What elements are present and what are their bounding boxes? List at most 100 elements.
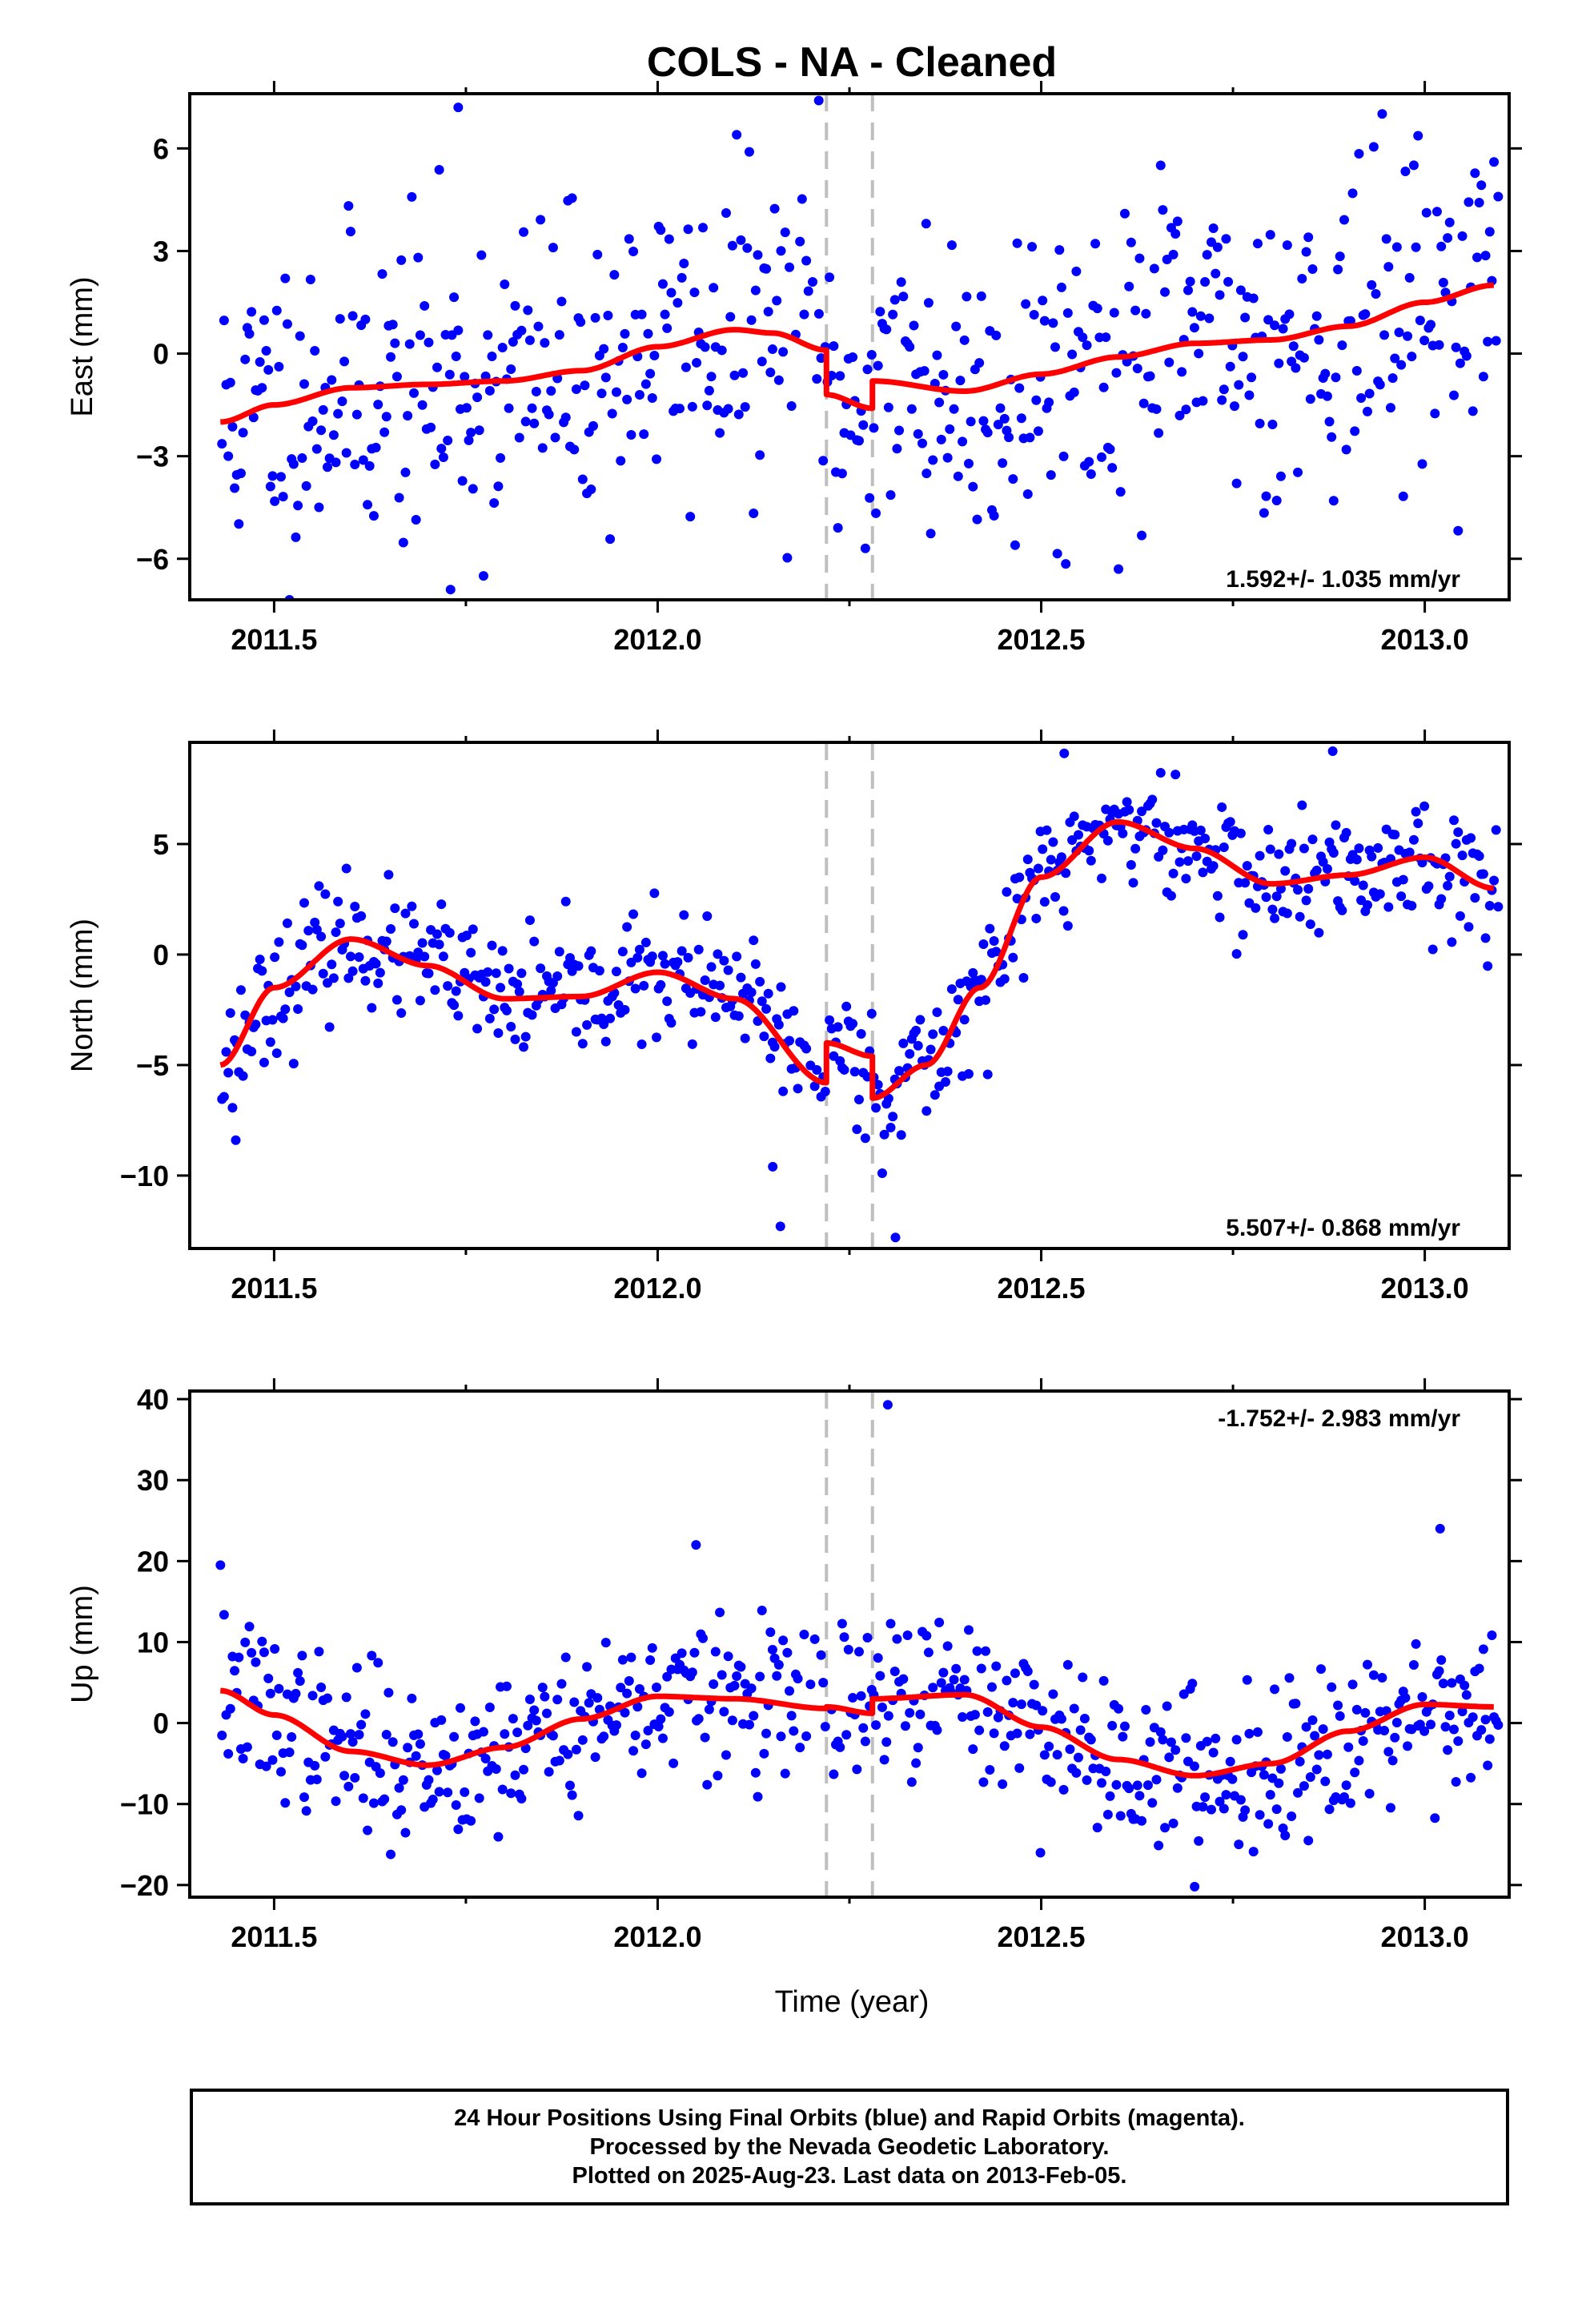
- data-point: [238, 428, 248, 438]
- data-point: [240, 1010, 251, 1020]
- data-point: [1221, 1790, 1231, 1800]
- data-point: [1367, 851, 1377, 862]
- data-point: [1177, 367, 1187, 377]
- data-point: [1194, 1835, 1204, 1846]
- data-point: [501, 1005, 512, 1015]
- data-point: [567, 1790, 577, 1800]
- footer-note-box: 24 Hour Positions Using Final Orbits (bl…: [190, 2089, 1509, 2205]
- data-point: [991, 947, 1002, 957]
- data-point: [1265, 844, 1275, 854]
- data-point: [1105, 444, 1115, 455]
- data-point: [1398, 875, 1408, 885]
- data-point: [381, 1729, 391, 1739]
- data-point: [1147, 1798, 1158, 1808]
- data-point: [367, 1003, 377, 1013]
- data-point: [1337, 340, 1347, 351]
- data-point: [1137, 806, 1147, 817]
- data-point: [529, 1705, 540, 1715]
- data-point: [729, 370, 740, 380]
- data-point: [809, 1634, 820, 1644]
- data-point: [632, 1702, 643, 1712]
- data-point: [921, 1630, 932, 1641]
- data-point: [1484, 900, 1495, 911]
- data-point: [1303, 883, 1314, 894]
- x-tick-label: 2013.0: [1381, 1920, 1469, 1953]
- data-point: [460, 372, 470, 382]
- data-point: [1426, 1719, 1436, 1730]
- data-point: [223, 1068, 234, 1078]
- data-point: [1327, 746, 1338, 757]
- data-point: [432, 1765, 442, 1775]
- data-point: [1314, 1750, 1324, 1760]
- data-point: [736, 1662, 746, 1672]
- data-point: [816, 353, 826, 364]
- data-point: [1151, 404, 1162, 414]
- data-point: [1231, 478, 1242, 489]
- data-point: [813, 95, 824, 106]
- data-point: [413, 252, 424, 263]
- data-point: [556, 296, 567, 307]
- data-point: [607, 408, 617, 419]
- data-point: [531, 387, 541, 397]
- data-point: [1364, 1788, 1375, 1799]
- data-point: [567, 193, 577, 203]
- data-point: [1333, 264, 1343, 275]
- data-point: [717, 345, 727, 356]
- data-point: [1307, 834, 1318, 845]
- data-point: [900, 1721, 910, 1731]
- data-point: [853, 436, 864, 446]
- data-point: [1328, 496, 1339, 506]
- data-point: [1050, 892, 1061, 903]
- data-point: [640, 937, 651, 947]
- data-point: [1297, 274, 1307, 284]
- data-point: [985, 923, 995, 934]
- data-point: [1381, 234, 1391, 244]
- data-point: [1170, 1745, 1181, 1755]
- data-point: [683, 952, 693, 963]
- data-point: [662, 323, 673, 333]
- data-point: [1084, 846, 1094, 856]
- data-point: [1208, 1747, 1219, 1758]
- data-point: [702, 1779, 713, 1790]
- data-point: [215, 1560, 226, 1570]
- rate-label: 5.507+/- 0.868 mm/yr: [1226, 1215, 1460, 1241]
- data-point: [611, 967, 621, 977]
- y-tick-label: −6: [136, 543, 169, 576]
- data-point: [1118, 828, 1128, 838]
- data-point: [888, 309, 898, 320]
- data-point: [1033, 426, 1043, 436]
- data-point: [976, 975, 986, 985]
- data-point: [1248, 293, 1259, 304]
- data-point: [407, 191, 417, 202]
- data-point: [316, 931, 327, 942]
- data-point: [757, 1605, 767, 1615]
- data-point: [976, 291, 986, 301]
- data-point: [367, 1651, 377, 1661]
- data-point: [782, 1647, 793, 1658]
- data-point: [1301, 895, 1311, 906]
- data-point: [1086, 1735, 1096, 1745]
- data-point: [407, 901, 417, 911]
- data-point: [647, 951, 657, 962]
- data-point: [466, 428, 476, 438]
- data-point: [653, 1721, 664, 1731]
- data-point: [856, 1028, 866, 1039]
- data-point: [873, 360, 883, 371]
- data-point: [554, 330, 564, 340]
- data-point: [894, 425, 905, 436]
- data-point: [885, 490, 896, 501]
- data-point: [1132, 364, 1142, 374]
- data-point: [1305, 1771, 1315, 1782]
- data-point: [265, 1688, 275, 1699]
- data-point: [1295, 911, 1305, 922]
- data-point: [1002, 887, 1012, 897]
- data-point: [1358, 880, 1368, 891]
- data-point: [875, 307, 885, 317]
- data-point: [1314, 927, 1324, 938]
- data-point: [848, 352, 858, 362]
- x-tick-label: 2011.5: [231, 1272, 317, 1305]
- data-point: [797, 194, 807, 204]
- y-axis-label: Up (mm): [66, 1585, 99, 1703]
- data-point: [600, 1036, 611, 1047]
- data-point: [989, 1728, 999, 1739]
